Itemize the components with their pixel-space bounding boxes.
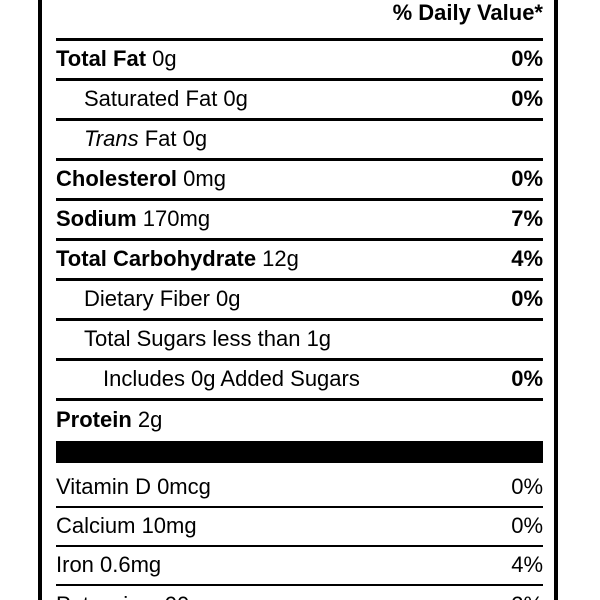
nutrient-name: Includes 0g Added Sugars <box>103 365 360 391</box>
nutrient-row-cholesterol: Cholesterol 0mg 0% <box>56 161 543 201</box>
nutrient-name: Protein 2g <box>56 407 163 432</box>
daily-value: 0% <box>511 85 543 111</box>
daily-value: 7% <box>511 205 543 231</box>
nutrient-row-dietary-fiber: Dietary Fiber 0g 0% <box>56 281 543 321</box>
daily-value: 4% <box>511 245 543 271</box>
nutrient-name: Total Sugars less than 1g <box>84 325 332 351</box>
daily-value: 0% <box>511 45 543 71</box>
nutrient-row-protein: Protein 2g <box>56 401 543 441</box>
nutrient-row-trans-fat: Trans Fat 0g <box>56 121 543 161</box>
nutrient-name: Trans Fat 0g <box>84 125 208 151</box>
nutrient-name: Vitamin D 0mcg <box>56 473 211 499</box>
nutrient-name: Saturated Fat 0g <box>84 85 248 111</box>
daily-value: 0% <box>511 165 543 191</box>
nutrient-name: Total Fat 0g <box>56 45 177 71</box>
daily-value-header: % Daily Value* <box>392 0 543 25</box>
nutrient-name: Total Carbohydrate 12g <box>56 245 299 271</box>
nutrient-name: Iron 0.6mg <box>56 551 162 577</box>
nutrient-name: Sodium 170mg <box>56 205 211 231</box>
nutrition-facts-label: % Daily Value* Total Fat 0g 0% Saturated… <box>38 0 558 600</box>
nutrient-row-calcium: Calcium 10mg 0% <box>56 508 543 547</box>
nutrient-name: Potassium 90mg <box>56 593 220 600</box>
nutrient-row-iron: Iron 0.6mg 4% <box>56 547 543 586</box>
nutrient-row-total-fat: Total Fat 0g 0% <box>56 41 543 81</box>
daily-value: 0% <box>511 512 543 538</box>
nutrient-row-sodium: Sodium 170mg 7% <box>56 201 543 241</box>
daily-value: 0% <box>511 365 543 391</box>
nutrient-name: Cholesterol 0mg <box>56 165 226 191</box>
nutrient-row-vitamin-d: Vitamin D 0mcg 0% <box>56 469 543 508</box>
daily-value: 0% <box>511 285 543 311</box>
daily-value: 0% <box>511 473 543 499</box>
nutrient-row-potassium: Potassium 90mg 2% <box>56 586 543 600</box>
daily-value-header-row: % Daily Value* <box>56 0 543 41</box>
nutrient-row-added-sugars: Includes 0g Added Sugars 0% <box>56 361 543 401</box>
thick-divider <box>56 441 543 463</box>
daily-value: 2% <box>511 593 543 600</box>
nutrient-row-total-sugars: Total Sugars less than 1g <box>56 321 543 361</box>
daily-value: 4% <box>511 551 543 577</box>
nutrient-row-total-carbohydrate: Total Carbohydrate 12g 4% <box>56 241 543 281</box>
nutrient-name: Dietary Fiber 0g <box>84 285 241 311</box>
nutrient-row-saturated-fat: Saturated Fat 0g 0% <box>56 81 543 121</box>
nutrient-name: Calcium 10mg <box>56 512 197 538</box>
